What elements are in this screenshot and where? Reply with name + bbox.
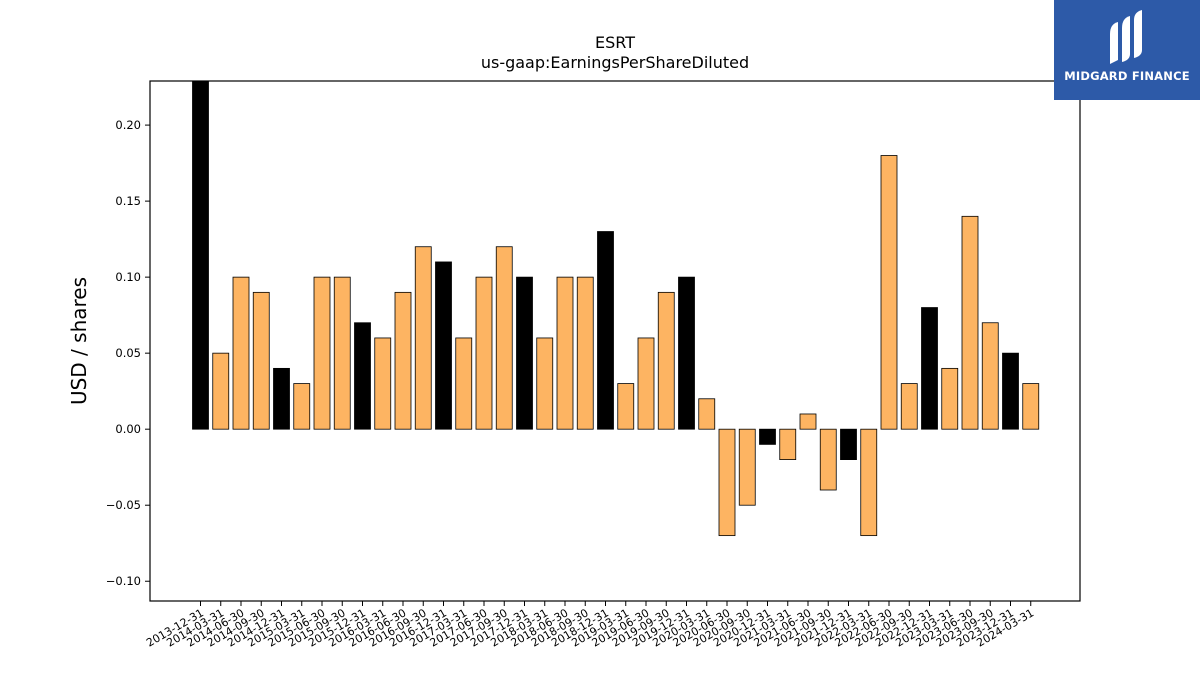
- bar-2016-03-31: [374, 337, 392, 430]
- bar-2016-12-31: [435, 261, 452, 430]
- bar-2022-03-31: [860, 428, 878, 537]
- bar-2017-09-30: [495, 246, 513, 430]
- bar-2023-03-31: [941, 367, 959, 430]
- bar-2019-09-30: [657, 291, 675, 430]
- bar-2021-06-30: [799, 413, 817, 430]
- bar-2018-06-30: [556, 276, 574, 430]
- bar-2017-03-31: [455, 337, 473, 430]
- bar-2019-06-30: [637, 337, 655, 430]
- brand-name: MIDGARD FINANCE: [1064, 69, 1190, 83]
- bar-2018-12-31: [597, 231, 614, 430]
- brand-logo: MIDGARD FINANCE: [1054, 0, 1200, 100]
- bar-2020-09-30: [738, 428, 756, 506]
- bar-2015-12-31: [354, 322, 371, 430]
- bar-2020-12-31: [759, 428, 776, 445]
- bar-2024-03-31: [1022, 383, 1040, 430]
- brand-logo-icon: [1110, 10, 1142, 64]
- bar-2018-09-30: [576, 276, 594, 430]
- chart-title: ESRT: [595, 33, 635, 52]
- bar-2017-06-30: [475, 276, 493, 430]
- bar-2021-12-31: [840, 428, 857, 461]
- bar-2016-06-30: [394, 291, 412, 430]
- bar-2015-03-31: [293, 383, 311, 430]
- bar-2020-03-31: [698, 398, 716, 430]
- bar-2014-03-31: [212, 352, 230, 430]
- y-tick-label: 0.20: [115, 118, 141, 132]
- bar-2014-12-31: [273, 367, 290, 430]
- bar-2016-09-30: [414, 246, 432, 430]
- bar-2015-09-30: [333, 276, 351, 430]
- bar-2021-09-30: [819, 428, 837, 491]
- plot-frame: [149, 80, 1081, 602]
- y-tick-label: −0.10: [106, 574, 141, 588]
- y-axis-label: USD / shares: [67, 277, 91, 405]
- bar-2022-12-31: [921, 307, 938, 430]
- bar-2013-12-31: [192, 80, 209, 430]
- chart-subtitle: us-gaap:EarningsPerShareDiluted: [481, 53, 749, 72]
- y-tick-label: 0.05: [115, 346, 141, 360]
- bar-2022-09-30: [900, 383, 918, 430]
- bar-2014-09-30: [252, 291, 270, 430]
- bar-2023-06-30: [961, 215, 979, 430]
- bar-2015-06-30: [313, 276, 331, 430]
- bar-2019-12-31: [678, 276, 695, 430]
- bar-2014-06-30: [232, 276, 250, 430]
- y-tick-label: 0.15: [115, 194, 141, 208]
- bar-2020-06-30: [718, 428, 736, 537]
- bar-2023-12-31: [1002, 352, 1019, 430]
- bar-2022-06-30: [880, 155, 898, 430]
- bar-2017-12-31: [516, 276, 533, 430]
- y-tick-label: 0.00: [115, 422, 141, 436]
- bar-2021-03-31: [779, 428, 797, 461]
- bar-2018-03-31: [536, 337, 554, 430]
- y-tick-label: −0.05: [106, 498, 141, 512]
- y-tick-label: 0.10: [115, 270, 141, 284]
- bar-2019-03-31: [617, 383, 635, 430]
- bar-2023-09-30: [981, 322, 999, 430]
